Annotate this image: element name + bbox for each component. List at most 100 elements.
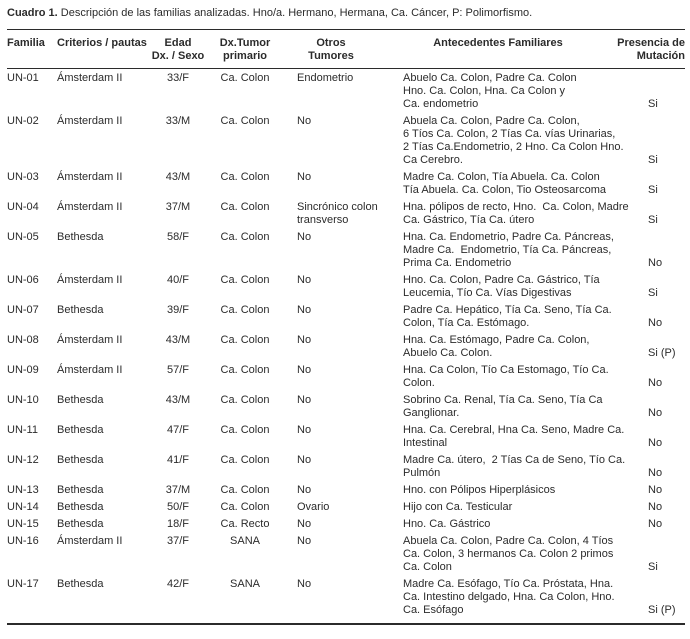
cell-antecedentes: Madre Ca. Esófago, Tío Ca. Próstata, Hna… [403, 578, 615, 616]
cell-antecedentes: Hna. pólipos de recto, Hno. Ca. Colon, M… [403, 201, 629, 226]
table-row: UN-14 Bethesda 50/F Ca. Colon Ovario Hij… [7, 498, 685, 515]
cell-mutacion: No [648, 501, 663, 513]
cell-antecedentes: Hno. Ca. Colon, Padre Ca. Gástrico, Tía … [403, 274, 600, 299]
cell-edad-sexo: 43/M [165, 334, 191, 346]
cell-mutacion: No [648, 518, 663, 530]
cell-dx-tumor: Ca. Colon [220, 364, 270, 376]
cell-antecedentes: Sobrino Ca. Renal, Tía Ca. Seno, Tía Ca … [403, 394, 603, 419]
table-row: UN-15 Bethesda 18/F Ca. Recto No Hno. Ca… [7, 515, 685, 532]
cell-criterios: Bethesda [57, 394, 104, 406]
cell-dx-tumor: Ca. Colon [220, 201, 270, 213]
cell-dx-tumor: Ca. Colon [220, 394, 270, 406]
cell-criterios: Ámsterdam II [57, 364, 123, 376]
table-body: UN-01 Ámsterdam II 33/F Ca. Colon Endome… [7, 69, 685, 625]
cell-edad-sexo: 39/F [166, 304, 189, 316]
cell-edad-sexo: 33/M [165, 115, 191, 127]
cell-antecedentes: Abuela Ca. Colon, Padre Ca. Colon, 4 Tío… [403, 535, 614, 573]
cell-antecedentes: Madre Ca. útero, 2 Tías Ca de Seno, Tío … [403, 454, 626, 479]
cell-otros-tumores: No [297, 364, 312, 376]
cell-dx-tumor: Ca. Colon [220, 424, 270, 436]
cell-mutacion: Si [648, 98, 658, 110]
cell-otros-tumores: No [297, 334, 312, 346]
cell-edad-sexo: 43/M [165, 394, 191, 406]
table-row: UN-11 Bethesda 47/F Ca. Colon No Hna. Ca… [7, 421, 685, 451]
cell-dx-tumor: Ca. Colon [220, 304, 270, 316]
cell-antecedentes: Hna. Ca Colon, Tío Ca Estomago, Tío Ca. … [403, 364, 609, 389]
cell-criterios: Bethesda [57, 231, 104, 243]
cell-otros-tumores: No [297, 115, 312, 127]
table-row: UN-08 Ámsterdam II 43/M Ca. Colon No Hna… [7, 331, 685, 361]
table-header-row: Familia Criterios / pautas Edad Dx. / Se… [7, 29, 685, 69]
table-row: UN-09 Ámsterdam II 57/F Ca. Colon No Hna… [7, 361, 685, 391]
cell-otros-tumores: No [297, 304, 312, 316]
cell-mutacion: Si [648, 287, 658, 299]
cell-otros-tumores: Sincrónico colon transverso [297, 201, 378, 226]
cell-dx-tumor: Ca. Colon [220, 454, 270, 466]
cell-antecedentes: Hno. Ca. Gástrico [403, 518, 491, 530]
cell-mutacion: Si [648, 184, 658, 196]
cell-mutacion: No [648, 377, 663, 389]
cell-edad-sexo: 40/F [166, 274, 189, 286]
cell-familia: UN-16 [7, 535, 39, 547]
cell-antecedentes: Padre Ca. Hepático, Tía Ca. Seno, Tía Ca… [403, 304, 612, 329]
table-caption-label: Cuadro 1. [7, 7, 58, 19]
cell-mutacion: Si (P) [648, 347, 676, 359]
cell-antecedentes: Abuelo Ca. Colon, Padre Ca. Colon Hno. C… [403, 72, 577, 110]
cell-antecedentes: Hna. Ca. Cerebral, Hna Ca. Seno, Madre C… [403, 424, 625, 449]
table-row: UN-07 Bethesda 39/F Ca. Colon No Padre C… [7, 301, 685, 331]
cell-otros-tumores: No [297, 454, 312, 466]
cell-dx-tumor: Ca. Colon [220, 274, 270, 286]
cell-criterios: Bethesda [57, 454, 104, 466]
cell-otros-tumores: No [297, 274, 312, 286]
cell-familia: UN-05 [7, 231, 39, 243]
cell-dx-tumor: Ca. Recto [220, 518, 270, 530]
cell-otros-tumores: Endometrio [297, 72, 354, 84]
cell-familia: UN-03 [7, 171, 39, 183]
cell-familia: UN-14 [7, 501, 39, 513]
cell-edad-sexo: 43/M [165, 171, 191, 183]
cell-criterios: Bethesda [57, 518, 104, 530]
table-row: UN-16 Ámsterdam II 37/F SANA No Abuela C… [7, 532, 685, 575]
cell-criterios: Ámsterdam II [57, 201, 123, 213]
col-header-dx-tumor: Dx.Tumor primario [209, 29, 281, 69]
cell-edad-sexo: 47/F [166, 424, 189, 436]
cell-dx-tumor: Ca. Colon [220, 171, 270, 183]
cell-edad-sexo: 37/M [165, 484, 191, 496]
cell-familia: UN-08 [7, 334, 39, 346]
cell-mutacion: No [648, 407, 663, 419]
cell-edad-sexo: 37/F [166, 535, 189, 547]
cell-antecedentes: Abuela Ca. Colon, Padre Ca. Colon, 6 Tío… [403, 115, 624, 166]
table-row: UN-17 Bethesda 42/F SANA No Madre Ca. Es… [7, 575, 685, 624]
cell-dx-tumor: SANA [230, 578, 260, 590]
cell-familia: UN-17 [7, 578, 39, 590]
cell-edad-sexo: 58/F [166, 231, 189, 243]
table-caption-text: Descripción de las familias analizadas. … [57, 7, 533, 19]
cell-criterios: Ámsterdam II [57, 334, 123, 346]
cell-otros-tumores: No [297, 484, 312, 496]
cell-criterios: Bethesda [57, 484, 104, 496]
cell-edad-sexo: 41/F [166, 454, 189, 466]
cell-familia: UN-02 [7, 115, 39, 127]
col-header-mutacion: Presencia de Mutación [615, 29, 685, 69]
cell-antecedentes: Hna. Ca. Endometrio, Padre Ca. Páncreas,… [403, 231, 614, 269]
cell-otros-tumores: No [297, 518, 312, 530]
table-row: UN-05 Bethesda 58/F Ca. Colon No Hna. Ca… [7, 228, 685, 271]
cell-mutacion: No [648, 467, 663, 479]
table-row: UN-04 Ámsterdam II 37/M Ca. Colon Sincró… [7, 198, 685, 228]
cell-edad-sexo: 57/F [166, 364, 189, 376]
cell-otros-tumores: No [297, 171, 312, 183]
cell-mutacion: Si [648, 214, 658, 226]
cell-mutacion: Si (P) [648, 604, 676, 616]
cell-antecedentes: Hna. Ca. Estómago, Padre Ca. Colon, Abue… [403, 334, 590, 359]
table-row: UN-12 Bethesda 41/F Ca. Colon No Madre C… [7, 451, 685, 481]
cell-criterios: Ámsterdam II [57, 115, 123, 127]
cell-mutacion: No [648, 437, 663, 449]
cell-edad-sexo: 18/F [166, 518, 189, 530]
cell-dx-tumor: SANA [230, 535, 260, 547]
cell-dx-tumor: Ca. Colon [220, 501, 270, 513]
cell-criterios: Bethesda [57, 424, 104, 436]
cell-criterios: Ámsterdam II [57, 535, 123, 547]
cell-mutacion: No [648, 317, 663, 329]
cell-familia: UN-06 [7, 274, 39, 286]
cell-otros-tumores: No [297, 394, 312, 406]
